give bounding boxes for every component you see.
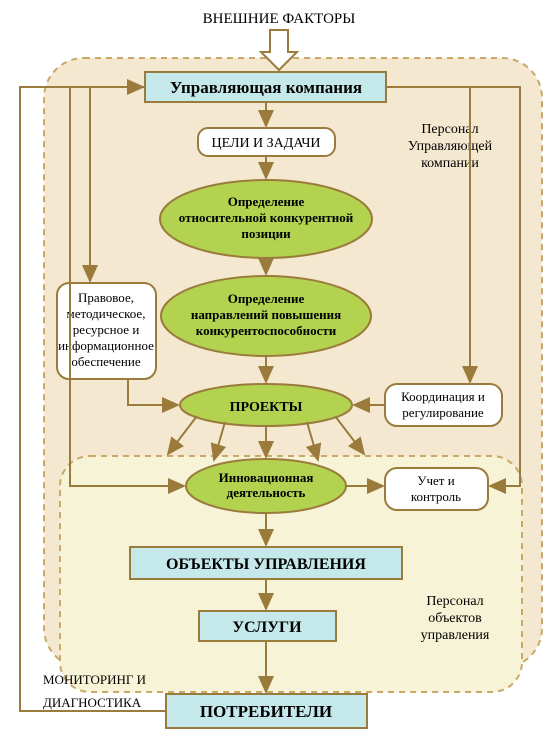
personnel-obj-l2: объектов — [428, 611, 482, 626]
support-l3: ресурсное и — [73, 322, 140, 337]
objects-text: ОБЪЕКТЫ УПРАВЛЕНИЯ — [166, 556, 366, 573]
innov-l1: Инновационная — [219, 470, 314, 485]
managing-company-text: Управляющая компания — [170, 78, 362, 97]
coord-l2: регулирование — [402, 405, 484, 420]
innov-l2: деятельность — [227, 485, 306, 500]
external-factors-label: ВНЕШНИЕ ФАКТОРЫ — [203, 11, 356, 27]
e2-line2: направлений повышения — [191, 307, 341, 322]
monitoring-l1: МОНИТОРИНГ И — [43, 672, 146, 687]
support-l2: методическое, — [67, 306, 146, 321]
account-l2: контроль — [411, 489, 461, 504]
monitoring-l2: ДИАГНОСТИКА — [43, 695, 142, 710]
personnel-obj-l3: управления — [421, 628, 490, 643]
projects-text: ПРОЕКТЫ — [230, 400, 303, 415]
support-l1: Правовое, — [78, 290, 134, 305]
e1-line3: позиции — [241, 226, 291, 241]
services-text: УСЛУГИ — [232, 619, 302, 636]
support-l5: обеспечение — [71, 354, 140, 369]
personnel-mc-line2: Управляющей — [408, 139, 493, 154]
e2-line1: Определение — [228, 291, 305, 306]
coord-l1: Координация и — [401, 389, 485, 404]
e1-line2: относительной конкурентной — [179, 210, 354, 225]
consumers-text: ПОТРЕБИТЕЛИ — [200, 702, 332, 721]
personnel-obj-l1: Персонал — [426, 594, 483, 609]
goals-text: ЦЕЛИ И ЗАДАЧИ — [211, 136, 320, 151]
e1-line1: Определение — [228, 194, 305, 209]
support-l4: информационное — [58, 338, 154, 353]
e2-line3: конкурентоспособности — [196, 323, 337, 338]
account-l1: Учет и — [417, 473, 454, 488]
